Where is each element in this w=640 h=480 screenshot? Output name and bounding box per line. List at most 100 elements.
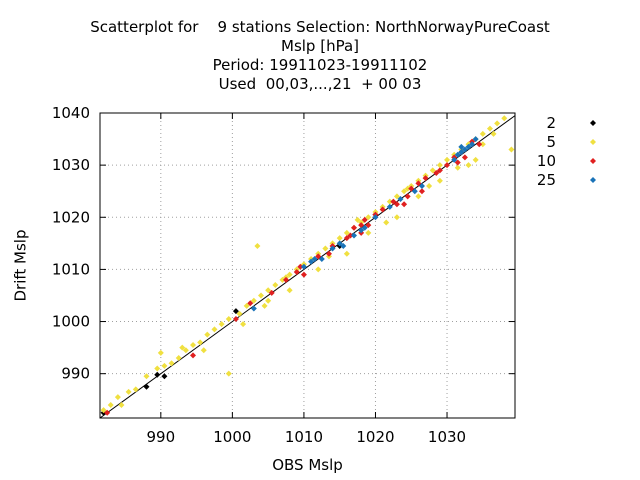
data-point bbox=[343, 235, 350, 242]
data-point bbox=[411, 188, 418, 195]
data-point bbox=[343, 250, 350, 257]
data-point bbox=[418, 188, 425, 195]
data-point bbox=[190, 352, 197, 359]
data-point bbox=[218, 321, 225, 328]
plot-frame bbox=[99, 112, 516, 419]
x-tick-label: 1030 bbox=[428, 428, 466, 446]
axis-ticks: 990 1000 1010 1020 1030 990 1000 1010 1020 1030 10… bbox=[52, 104, 515, 446]
legend-marker-25 bbox=[590, 177, 596, 183]
data-point bbox=[436, 162, 443, 169]
data-point bbox=[293, 269, 300, 276]
data-point bbox=[182, 347, 189, 354]
data-point bbox=[125, 388, 132, 395]
data-point bbox=[476, 141, 483, 148]
y-tick-label: 990 bbox=[61, 365, 90, 383]
legend-label-2: 2 bbox=[546, 114, 556, 132]
data-point bbox=[422, 175, 429, 182]
data-point bbox=[250, 297, 257, 304]
data-point bbox=[429, 167, 436, 174]
data-point bbox=[175, 355, 182, 362]
data-point bbox=[315, 266, 322, 273]
data-point bbox=[225, 315, 232, 322]
chart-title-line-4: Used 00,03,...,21 + 00 03 bbox=[218, 75, 422, 93]
data-point bbox=[458, 149, 465, 156]
y-axis-label: Drift Mslp bbox=[11, 230, 29, 302]
y-tick-label: 1010 bbox=[52, 260, 90, 278]
chart-title-line-3: Period: 19911023-19911102 bbox=[212, 56, 428, 74]
data-point bbox=[436, 177, 443, 184]
data-point bbox=[161, 362, 168, 369]
data-point bbox=[508, 146, 515, 153]
data-point bbox=[250, 305, 257, 312]
x-tick-label: 1010 bbox=[285, 428, 323, 446]
data-point bbox=[236, 310, 243, 317]
data-point bbox=[358, 227, 365, 234]
data-point bbox=[415, 180, 422, 187]
x-tick-label: 990 bbox=[146, 428, 175, 446]
data-point bbox=[325, 250, 332, 257]
data-point bbox=[200, 347, 207, 354]
data-point bbox=[365, 222, 372, 229]
legend-label-10: 10 bbox=[537, 152, 556, 170]
data-point bbox=[365, 214, 372, 221]
data-point bbox=[454, 164, 461, 171]
data-point bbox=[401, 201, 408, 208]
data-point bbox=[279, 276, 286, 283]
data-point bbox=[465, 162, 472, 169]
data-point bbox=[283, 276, 290, 283]
data-point bbox=[308, 258, 315, 265]
data-point bbox=[354, 216, 361, 223]
data-point bbox=[286, 287, 293, 294]
data-point bbox=[257, 292, 264, 299]
series-25 bbox=[250, 136, 479, 312]
data-point bbox=[154, 365, 161, 372]
data-point bbox=[465, 143, 472, 150]
data-point bbox=[494, 120, 501, 127]
data-point bbox=[418, 182, 425, 189]
data-point bbox=[454, 159, 461, 166]
data-point bbox=[197, 339, 204, 346]
data-point bbox=[426, 182, 433, 189]
data-point bbox=[479, 130, 486, 137]
data-point bbox=[265, 297, 272, 304]
data-point bbox=[386, 198, 393, 205]
data-point bbox=[458, 143, 465, 150]
data-point bbox=[404, 185, 411, 192]
data-point bbox=[404, 193, 411, 200]
data-point bbox=[161, 373, 168, 380]
y-tick-label: 1020 bbox=[52, 208, 90, 226]
data-point bbox=[393, 214, 400, 221]
data-point bbox=[386, 203, 393, 210]
data-point bbox=[247, 300, 254, 307]
data-point bbox=[261, 302, 268, 309]
data-point bbox=[300, 271, 307, 278]
data-point bbox=[243, 302, 250, 309]
chart-title-line-2: Mslp [hPa] bbox=[281, 37, 359, 55]
data-point bbox=[433, 169, 440, 176]
y-tick-label: 1030 bbox=[52, 156, 90, 174]
data-point bbox=[383, 219, 390, 226]
data-point bbox=[154, 371, 161, 378]
data-point bbox=[254, 242, 261, 249]
data-point bbox=[297, 263, 304, 270]
data-point bbox=[472, 156, 479, 163]
data-point bbox=[190, 342, 197, 349]
data-point bbox=[372, 214, 379, 221]
data-point bbox=[168, 360, 175, 367]
data-point bbox=[358, 222, 365, 229]
data-point bbox=[415, 193, 422, 200]
data-point bbox=[351, 232, 358, 239]
data-point bbox=[347, 232, 354, 239]
data-point bbox=[336, 235, 343, 242]
data-point bbox=[336, 240, 343, 247]
data-point bbox=[225, 370, 232, 377]
data-point bbox=[104, 409, 111, 416]
data-point bbox=[143, 373, 150, 380]
data-point bbox=[393, 201, 400, 208]
data-point bbox=[343, 229, 350, 236]
data-point bbox=[232, 315, 239, 322]
legend-label-25: 25 bbox=[537, 171, 556, 189]
legend-marker-5 bbox=[590, 139, 596, 145]
